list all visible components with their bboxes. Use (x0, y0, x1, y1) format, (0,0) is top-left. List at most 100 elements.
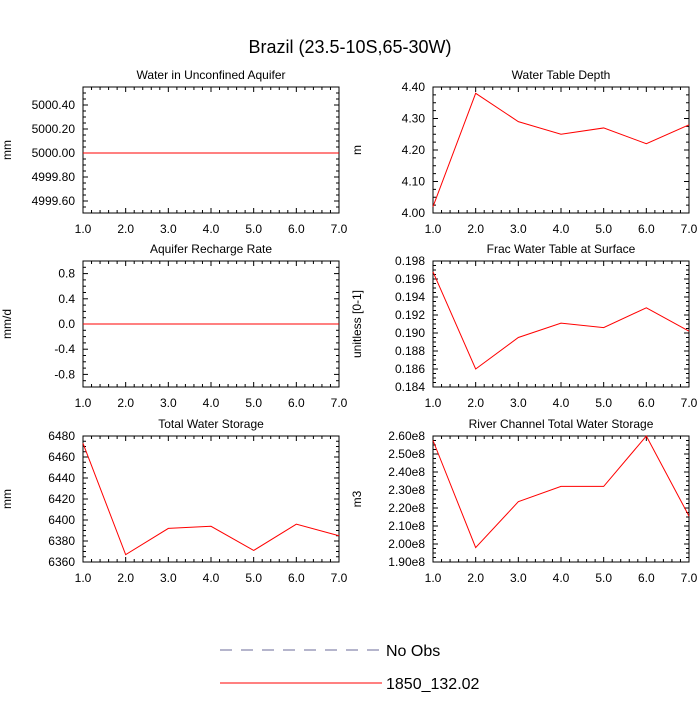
y-tick-label: 4999.60 (32, 194, 76, 208)
x-tick-label: 4.0 (203, 222, 220, 236)
series-line (82, 443, 340, 556)
panel-title: Total Water Storage (158, 417, 264, 431)
x-tick-label: 6.0 (638, 222, 655, 236)
y-axis-label: mm/d (0, 309, 14, 339)
x-tick-label: 7.0 (331, 396, 348, 410)
y-tick-label: 0.8 (58, 267, 75, 281)
x-tick-label: 1.0 (425, 222, 442, 236)
x-tick-label: 2.0 (117, 396, 134, 410)
y-tick-label: 5000.20 (32, 122, 76, 136)
series-line (432, 435, 690, 549)
panel-title: Frac Water Table at Surface (487, 242, 636, 256)
x-tick-label: 7.0 (681, 571, 698, 585)
figure-title: Brazil (23.5-10S,65-30W) (248, 37, 451, 57)
y-tick-label: 6360 (48, 555, 75, 569)
x-tick-label: 1.0 (75, 396, 92, 410)
x-tick-label: 2.0 (467, 396, 484, 410)
y-tick-label: 2.00e8 (388, 537, 425, 551)
y-tick-label: 2.40e8 (388, 465, 425, 479)
x-tick-label: 6.0 (288, 396, 305, 410)
x-tick-label: 1.0 (425, 396, 442, 410)
x-tick-label: 7.0 (331, 222, 348, 236)
y-tick-label: 0.188 (395, 344, 425, 358)
x-tick-label: 3.0 (160, 396, 177, 410)
y-tick-label: 0.4 (58, 292, 75, 306)
x-tick-label: 6.0 (288, 571, 305, 585)
x-tick-label: 3.0 (510, 571, 527, 585)
x-tick-label: 5.0 (595, 571, 612, 585)
x-tick-label: 6.0 (288, 222, 305, 236)
y-tick-label: 2.20e8 (388, 501, 425, 515)
y-tick-label: -0.8 (54, 367, 75, 381)
y-tick-label: 5000.40 (32, 98, 76, 112)
x-tick-label: 2.0 (117, 222, 134, 236)
y-tick-label: 1.90e8 (388, 555, 425, 569)
x-tick-label: 6.0 (638, 571, 655, 585)
x-tick-label: 3.0 (510, 222, 527, 236)
x-tick-label: 3.0 (510, 396, 527, 410)
y-tick-label: 5000.00 (32, 146, 76, 160)
legend-label-1: 1850_132.02 (386, 676, 480, 693)
panel-3: Frac Water Table at Surface unitless [0-1… (350, 242, 698, 410)
y-tick-label: 6420 (48, 492, 75, 506)
y-tick-label: 6440 (48, 471, 75, 485)
x-tick-label: 1.0 (75, 222, 92, 236)
x-tick-label: 5.0 (595, 396, 612, 410)
legend: No Obs 1850_132.02 (220, 643, 480, 693)
panel-title: Water in Unconfined Aquifer (137, 68, 286, 82)
plot-frame (82, 86, 340, 214)
y-tick-label: 4.00 (402, 206, 426, 220)
y-tick-label: 0.194 (395, 290, 425, 304)
y-tick-label: 4.40 (402, 80, 426, 94)
y-tick-label: 4.20 (402, 143, 426, 157)
y-axis-label: mm (0, 489, 14, 509)
x-tick-label: 4.0 (553, 571, 570, 585)
y-tick-label: 0.0 (58, 317, 75, 331)
y-tick-label: 4.10 (402, 175, 426, 189)
x-tick-label: 6.0 (638, 396, 655, 410)
y-tick-label: 2.10e8 (388, 519, 425, 533)
x-tick-label: 7.0 (331, 571, 348, 585)
x-tick-label: 4.0 (553, 396, 570, 410)
y-tick-label: 2.60e8 (388, 429, 425, 443)
y-axis-label: mm (0, 140, 14, 160)
x-tick-label: 1.0 (75, 571, 92, 585)
x-tick-label: 2.0 (467, 571, 484, 585)
panel-title: Aquifer Recharge Rate (150, 242, 272, 256)
x-tick-label: 5.0 (245, 571, 262, 585)
plot-frame (432, 435, 690, 563)
panel-0: Water in Unconfined Aquifer mm 1.0 2.0 3.0 4.… (0, 68, 348, 236)
y-tick-label: 6480 (48, 429, 75, 443)
y-tick-label: 6380 (48, 534, 75, 548)
panel-4: Total Water Storage mm 1.0 2.0 3.0 4.0 5.0 6.0 7… (0, 417, 348, 585)
panel-title: Water Table Depth (512, 68, 611, 82)
panel-title: River Channel Total Water Storage (469, 417, 654, 431)
y-tick-label: 0.196 (395, 272, 425, 286)
x-tick-label: 4.0 (203, 396, 220, 410)
x-tick-label: 7.0 (681, 396, 698, 410)
legend-label-0: No Obs (386, 643, 440, 660)
x-tick-label: 5.0 (245, 396, 262, 410)
x-tick-label: 3.0 (160, 571, 177, 585)
y-axis-label: unitless [0-1] (350, 290, 364, 358)
series-line (432, 271, 690, 370)
y-tick-label: 6400 (48, 513, 75, 527)
x-tick-label: 7.0 (681, 222, 698, 236)
x-tick-label: 5.0 (245, 222, 262, 236)
y-tick-label: 4999.80 (32, 170, 76, 184)
panel-5: River Channel Total Water Storage m3 1.0 2.… (350, 417, 698, 585)
y-tick-label: 0.192 (395, 308, 425, 322)
y-tick-label: 0.184 (395, 380, 425, 394)
y-tick-label: 2.30e8 (388, 483, 425, 497)
x-tick-label: 2.0 (467, 222, 484, 236)
plot-frame (432, 260, 690, 388)
panel-2: Aquifer Recharge Rate mm/d 1.0 2.0 3.0 4.0 5.0… (0, 242, 348, 410)
y-tick-label: 0.190 (395, 326, 425, 340)
y-tick-label: 6460 (48, 450, 75, 464)
x-tick-label: 4.0 (553, 222, 570, 236)
x-tick-label: 4.0 (203, 571, 220, 585)
y-axis-label: m3 (350, 490, 364, 507)
y-axis-label: m (350, 145, 364, 155)
